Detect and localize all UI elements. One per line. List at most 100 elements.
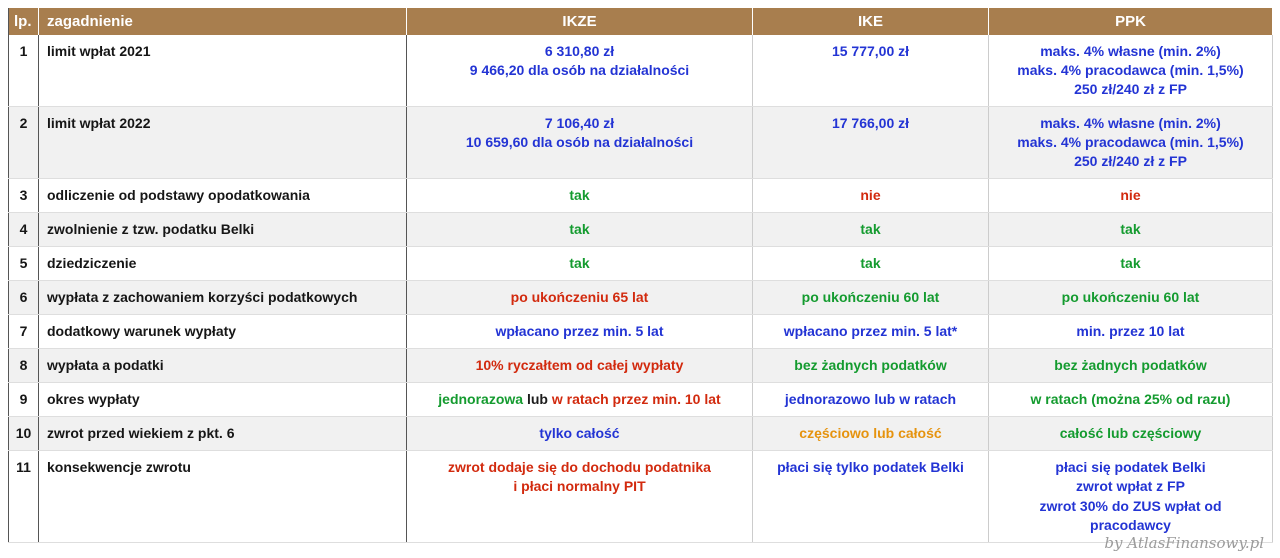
text-segment: maks. 4% własne (min. 2%) [1040, 115, 1221, 132]
text-segment: 15 777,00 zł [831, 43, 910, 59]
table-header: lp. zagadnienie IKZE IKE PPK [8, 8, 1273, 35]
row-number: 6 [8, 280, 39, 316]
cell-line: maks. 4% pracodawca (min. 1,5%) [997, 61, 1264, 80]
text-segment: tak [1120, 221, 1141, 238]
cell-line: 9 466,20 dla osób na działalności [415, 61, 744, 80]
text-segment: częściowo lub całość [799, 425, 942, 442]
text-segment: 7 106,40 zł [544, 115, 615, 132]
text-segment: po ukończeniu 60 lat [1061, 289, 1200, 306]
row-topic: zwrot przed wiekiem z pkt. 6 [38, 416, 407, 452]
text-segment: 17 766,00 zł [831, 115, 910, 132]
cell-ike: bez żadnych podatków [752, 348, 989, 384]
cell-line: min. przez 10 lat [997, 322, 1264, 341]
cell-line: tylko całość [415, 424, 744, 443]
cell-ikze: jednorazowa lub w ratach przez min. 10 l… [406, 382, 753, 418]
cell-line: 250 zł/240 zł z FP [997, 80, 1264, 99]
row-topic: zwolnienie z tzw. podatku Belki [38, 212, 407, 248]
cell-line: tak [761, 220, 980, 239]
cell-ikze: 7 106,40 zł 10 659,60 dla osób na działal… [406, 106, 753, 180]
cell-ike: nie [752, 178, 989, 214]
cell-line: całość lub częściowy [997, 424, 1264, 443]
cell-ppk: po ukończeniu 60 lat [988, 280, 1273, 316]
table-row: 8 wypłata a podatki 10% ryczałtem od całej… [8, 348, 1273, 384]
cell-line: w ratach (można 25% od razu) [997, 390, 1264, 409]
header-ppk: PPK [988, 8, 1273, 35]
cell-ppk: nie [988, 178, 1273, 214]
cell-line: tak [415, 254, 744, 273]
cell-ppk: bez żadnych podatków [988, 348, 1273, 384]
cell-line: nie [761, 186, 980, 205]
text-segment: tak [860, 255, 881, 272]
cell-line: po ukończeniu 60 lat [761, 288, 980, 307]
text-segment: bez żadnych podatków [794, 357, 947, 374]
cell-ppk: płaci się podatek Belki zwrot wpłat z FP z… [988, 450, 1273, 543]
text-segment: maks. 4% własne (min. 2%) [1040, 43, 1221, 59]
cell-ikze: 6 310,80 zł 9 466,20 dla osób na działaln… [406, 35, 753, 108]
cell-ikze: tak [406, 246, 753, 282]
cell-line: maks. 4% własne (min. 2%) [997, 114, 1264, 133]
row-number: 3 [8, 178, 39, 214]
cell-ike: po ukończeniu 60 lat [752, 280, 989, 316]
cell-ppk: tak [988, 246, 1273, 282]
cell-ike: tak [752, 212, 989, 248]
text-segment: min. przez 10 lat [1076, 323, 1185, 340]
table-row: 10 zwrot przed wiekiem z pkt. 6 tylko cało… [8, 416, 1273, 452]
cell-line: jednorazowa lub w ratach przez min. 10 l… [415, 390, 744, 409]
header-ike: IKE [752, 8, 989, 35]
row-number: 1 [8, 35, 39, 108]
cell-ikze: wpłacano przez min. 5 lat [406, 314, 753, 350]
row-topic: wypłata z zachowaniem korzyści podatkowy… [38, 280, 407, 316]
text-segment: płaci się tylko podatek Belki [777, 459, 964, 476]
cell-line: płaci się podatek Belki [997, 458, 1264, 477]
cell-line: 7 106,40 zł [415, 114, 744, 133]
cell-line: tak [415, 220, 744, 239]
text-segment: tak [569, 255, 590, 272]
cell-ikze: tak [406, 212, 753, 248]
cell-line: 250 zł/240 zł z FP [997, 152, 1264, 171]
row-topic: okres wypłaty [38, 382, 407, 418]
text-segment: tak [569, 221, 590, 238]
cell-ikze: 10% ryczałtem od całej wypłaty [406, 348, 753, 384]
cell-line: 17 766,00 zł [761, 114, 980, 133]
cell-line: bez żadnych podatków [997, 356, 1264, 375]
text-segment: nie [860, 187, 881, 204]
header-ikze: IKZE [406, 8, 753, 35]
cell-ppk: maks. 4% własne (min. 2%) maks. 4% pracod… [988, 35, 1273, 108]
table-body: 1 limit wpłat 2021 6 310,80 zł 9 466,20 dla… [8, 35, 1273, 543]
cell-line: wpłacano przez min. 5 lat [415, 322, 744, 341]
cell-line: 6 310,80 zł [415, 42, 744, 61]
retirement-products-table: lp. zagadnienie IKZE IKE PPK 1 limit wpła… [8, 8, 1273, 543]
text-segment: tak [1120, 255, 1141, 272]
header-lp: lp. [8, 8, 39, 35]
cell-ike: jednorazowo lub w ratach [752, 382, 989, 418]
cell-line: maks. 4% własne (min. 2%) [997, 42, 1264, 61]
table-row: 6 wypłata z zachowaniem korzyści podatkow… [8, 280, 1273, 316]
table-row: 1 limit wpłat 2021 6 310,80 zł 9 466,20 dla… [8, 35, 1273, 108]
text-segment: maks. 4% pracodawca (min. 1,5%) [1017, 134, 1244, 151]
text-segment: po ukończeniu 65 lat [510, 289, 649, 306]
cell-line: wpłacano przez min. 5 lat* [761, 322, 980, 341]
text-segment: tak [569, 187, 590, 204]
text-segment: lub [526, 391, 548, 408]
cell-ikze: po ukończeniu 65 lat [406, 280, 753, 316]
text-segment: całość lub częściowy [1059, 425, 1202, 442]
row-number: 7 [8, 314, 39, 350]
cell-line: nie [997, 186, 1264, 205]
text-segment: 6 310,80 zł [544, 43, 615, 59]
cell-line: tak [761, 254, 980, 273]
cell-line: po ukończeniu 60 lat [997, 288, 1264, 307]
text-segment: nie [1120, 187, 1141, 204]
table-row: 5 dziedziczenie tak tak tak [8, 246, 1273, 282]
cell-ikze: zwrot dodaje się do dochodu podatnika i p… [406, 450, 753, 543]
text-segment: zwrot dodaje się do dochodu podatnika [448, 459, 711, 476]
table-row: 11 konsekwencje zwrotu zwrot dodaje się do… [8, 450, 1273, 543]
cell-ppk: całość lub częściowy [988, 416, 1273, 452]
text-segment: płaci się podatek Belki [1055, 459, 1206, 476]
row-number: 9 [8, 382, 39, 418]
row-number: 5 [8, 246, 39, 282]
cell-line: bez żadnych podatków [761, 356, 980, 375]
row-number: 2 [8, 106, 39, 180]
cell-ike: 17 766,00 zł [752, 106, 989, 180]
cell-ike: częściowo lub całość [752, 416, 989, 452]
